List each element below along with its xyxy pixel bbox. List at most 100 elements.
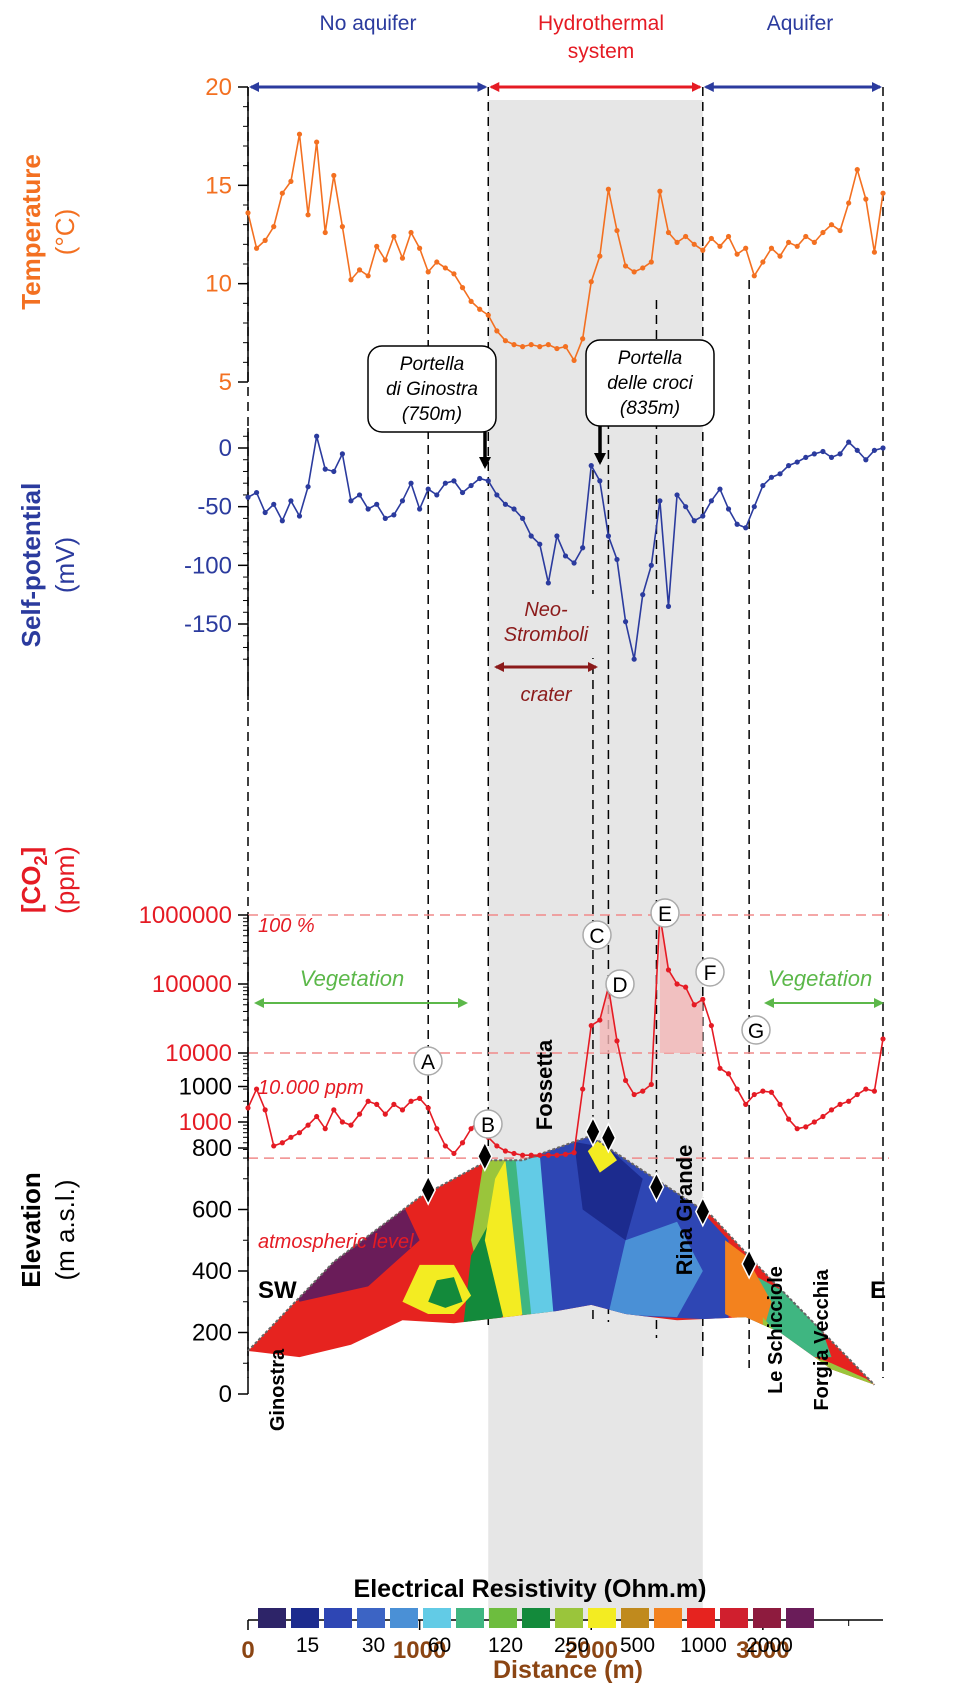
temperature-point bbox=[263, 238, 268, 243]
callout-ginostra-line1: Portella bbox=[400, 354, 464, 375]
temperature-point bbox=[469, 299, 474, 304]
temperature-axis-unit: (°C) bbox=[50, 209, 80, 256]
legend-swatch bbox=[720, 1608, 748, 1628]
co2-tick-label: 10000 bbox=[165, 1040, 232, 1067]
self-potential-point bbox=[640, 592, 645, 597]
co2-point bbox=[520, 1153, 525, 1158]
temperature-point bbox=[280, 191, 285, 196]
ginostra-label: Ginostra bbox=[267, 1348, 289, 1431]
self-potential-point bbox=[511, 506, 516, 511]
self-potential-point bbox=[348, 498, 353, 503]
self-potential-point bbox=[872, 448, 877, 453]
temperature-point bbox=[743, 246, 748, 251]
co2-tick-label: 1000000 bbox=[139, 902, 232, 929]
temperature-point bbox=[717, 244, 722, 249]
self-potential-point bbox=[820, 449, 825, 454]
co2-point bbox=[366, 1099, 371, 1104]
legend-swatch bbox=[753, 1608, 781, 1628]
co2-line-label-atmospheric: atmospheric level bbox=[258, 1231, 414, 1253]
self-potential-tick-label: 0 bbox=[219, 435, 232, 462]
self-potential-point bbox=[451, 478, 456, 483]
co2-axis-title: [CO2] bbox=[16, 847, 51, 913]
self-potential-point bbox=[709, 498, 714, 503]
self-potential-point bbox=[846, 440, 851, 445]
temperature-point bbox=[383, 257, 388, 262]
resistivity-legend-title: Electrical Resistivity (Ohm.m) bbox=[354, 1575, 707, 1603]
temperature-point bbox=[829, 222, 834, 227]
self-potential-point bbox=[408, 481, 413, 486]
co2-point bbox=[855, 1092, 860, 1097]
co2-point bbox=[383, 1112, 388, 1117]
self-potential-point bbox=[632, 657, 637, 662]
co2-point bbox=[589, 1023, 594, 1028]
co2-point bbox=[537, 1153, 542, 1158]
callout-croci-line2: delle croci bbox=[607, 373, 693, 394]
temperature-point bbox=[391, 234, 396, 239]
distance-tick-label: 0 bbox=[241, 1637, 254, 1664]
temperature-point bbox=[374, 244, 379, 249]
self-potential-point bbox=[597, 478, 602, 483]
temperature-point bbox=[434, 259, 439, 264]
co2-point bbox=[417, 1096, 422, 1101]
co2-point bbox=[391, 1102, 396, 1107]
co2-point bbox=[597, 1017, 602, 1022]
callout-ginostra-line3: (750m) bbox=[402, 404, 462, 425]
self-potential-point bbox=[494, 492, 499, 497]
co2-point bbox=[280, 1140, 285, 1145]
elevation-tick-label: 0 bbox=[219, 1381, 232, 1408]
elevation-tick-label: 800 bbox=[192, 1135, 232, 1162]
elevation-tick-label: 1000 bbox=[179, 1074, 232, 1101]
temperature-point bbox=[709, 236, 714, 241]
co2-point bbox=[614, 1038, 619, 1043]
elevation-tick-label: 600 bbox=[192, 1197, 232, 1224]
co2-point bbox=[786, 1117, 791, 1122]
self-potential-point bbox=[486, 478, 491, 483]
legend-swatch bbox=[522, 1608, 550, 1628]
co2-point bbox=[494, 1143, 499, 1148]
temperature-point bbox=[597, 254, 602, 259]
temperature-point bbox=[271, 224, 276, 229]
legend-swatch bbox=[687, 1608, 715, 1628]
self-potential-point bbox=[717, 486, 722, 491]
self-potential-point bbox=[323, 467, 328, 472]
temperature-point bbox=[357, 267, 362, 272]
temperature-point bbox=[580, 336, 585, 341]
self-potential-point bbox=[777, 471, 782, 476]
self-potential-point bbox=[837, 451, 842, 456]
temperature-point bbox=[640, 265, 645, 270]
self-potential-tick-label: -100 bbox=[184, 552, 232, 579]
self-potential-point bbox=[357, 492, 362, 497]
temperature-point bbox=[837, 228, 842, 233]
co2-point bbox=[554, 1153, 559, 1158]
co2-point bbox=[400, 1107, 405, 1112]
co2-point bbox=[795, 1126, 800, 1131]
co2-point bbox=[469, 1126, 474, 1131]
temperature-point bbox=[537, 344, 542, 349]
legend-label: 2000 bbox=[746, 1634, 793, 1657]
co2-point bbox=[297, 1130, 302, 1135]
self-potential-point bbox=[760, 483, 765, 488]
self-potential-point bbox=[623, 619, 628, 624]
temperature-tick-label: 5 bbox=[219, 369, 232, 396]
legend-label: 15 bbox=[296, 1634, 319, 1657]
co2-point bbox=[340, 1119, 345, 1124]
self-potential-point bbox=[537, 542, 542, 547]
self-potential-point bbox=[400, 498, 405, 503]
zone-header: No aquifer Hydrothermal system Aquifer bbox=[251, 12, 880, 87]
co2-point bbox=[872, 1089, 877, 1094]
co2-point bbox=[348, 1123, 353, 1128]
legend-swatch bbox=[621, 1608, 649, 1628]
co2-point bbox=[752, 1092, 757, 1097]
co2-tick-label: 1000 bbox=[179, 1109, 232, 1136]
co2-point bbox=[460, 1140, 465, 1145]
co2-point bbox=[426, 1105, 431, 1110]
temperature-point bbox=[340, 224, 345, 229]
co2-point bbox=[245, 1105, 250, 1110]
zone-label-aquifer: Aquifer bbox=[767, 12, 834, 35]
self-potential-point bbox=[245, 495, 250, 500]
elevation-tick-label: 400 bbox=[192, 1258, 232, 1285]
co2-point bbox=[735, 1086, 740, 1091]
self-potential-point bbox=[366, 506, 371, 511]
axis-titles: Temperature (°C) Self-potential (mV) [CO… bbox=[16, 154, 80, 1288]
callout-croci-line3: (835m) bbox=[620, 398, 680, 419]
